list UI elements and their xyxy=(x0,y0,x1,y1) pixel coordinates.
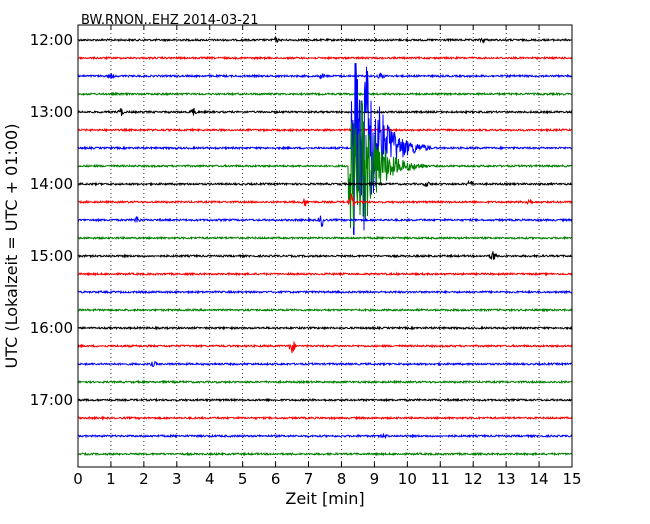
x-tick-label: 3 xyxy=(172,470,182,488)
axis-ticks: 0 1 2 3 4 5 6 7 8 9 10 11 12 13 14 1512:0013:0014:0015:… xyxy=(30,25,582,488)
axes-frame xyxy=(77,24,573,468)
trace-1215 xyxy=(77,55,573,61)
trace-1645 xyxy=(77,379,573,385)
trace-1615 xyxy=(77,341,573,354)
trace-1445 xyxy=(77,235,573,241)
x-tick-label: 11 xyxy=(431,470,450,488)
y-tick-label: 13:00 xyxy=(30,103,73,121)
trace-1545 xyxy=(77,307,573,313)
trace-1700 xyxy=(77,397,573,403)
trace-1500 xyxy=(77,251,573,260)
x-tick-label: 8 xyxy=(337,470,347,488)
trace-1300 xyxy=(77,107,573,116)
trace-1430 xyxy=(77,215,573,227)
x-tick-label: 14 xyxy=(530,470,549,488)
x-tick-label: 15 xyxy=(562,470,581,488)
x-tick-label: 12 xyxy=(464,470,483,488)
trace-1230 xyxy=(77,72,573,80)
y-tick-label: 16:00 xyxy=(30,319,73,337)
trace-1715 xyxy=(77,415,573,421)
x-tick-label: 4 xyxy=(205,470,215,488)
trace-layer xyxy=(77,35,573,457)
x-axis-label: Zeit [min] xyxy=(285,489,364,508)
trace-1600 xyxy=(77,325,573,331)
y-tick-label: 17:00 xyxy=(30,391,73,409)
trace-1415 xyxy=(77,193,573,207)
x-tick-label: 9 xyxy=(370,470,380,488)
trace-1345 xyxy=(77,99,573,229)
trace-1400 xyxy=(77,179,573,188)
x-tick-label: 6 xyxy=(271,470,281,488)
trace-1245 xyxy=(77,91,573,97)
x-tick-label: 13 xyxy=(497,470,516,488)
trace-1515 xyxy=(77,271,573,277)
trace-1730 xyxy=(77,433,573,439)
x-tick-label: 2 xyxy=(139,470,149,488)
y-axis-label: UTC (Lokalzeit = UTC + 01:00) xyxy=(2,124,21,369)
vertical-gridlines xyxy=(110,25,540,467)
y-tick-label: 14:00 xyxy=(30,175,73,193)
trace-1530 xyxy=(77,289,573,295)
trace-1745 xyxy=(77,451,573,457)
trace-1630 xyxy=(77,360,573,368)
y-tick-label: 12:00 xyxy=(30,31,73,49)
trace-1200 xyxy=(77,35,573,45)
x-tick-label: 5 xyxy=(238,470,248,488)
trace-1330 xyxy=(77,62,573,236)
x-tick-label: 10 xyxy=(398,470,417,488)
chart-title: BW.RNON..EHZ 2014-03-21 xyxy=(81,13,259,28)
trace-1315 xyxy=(77,127,573,133)
y-tick-label: 15:00 xyxy=(30,247,73,265)
x-tick-label: 7 xyxy=(304,470,314,488)
x-tick-label: 0 xyxy=(73,470,83,488)
x-tick-label: 1 xyxy=(106,470,116,488)
